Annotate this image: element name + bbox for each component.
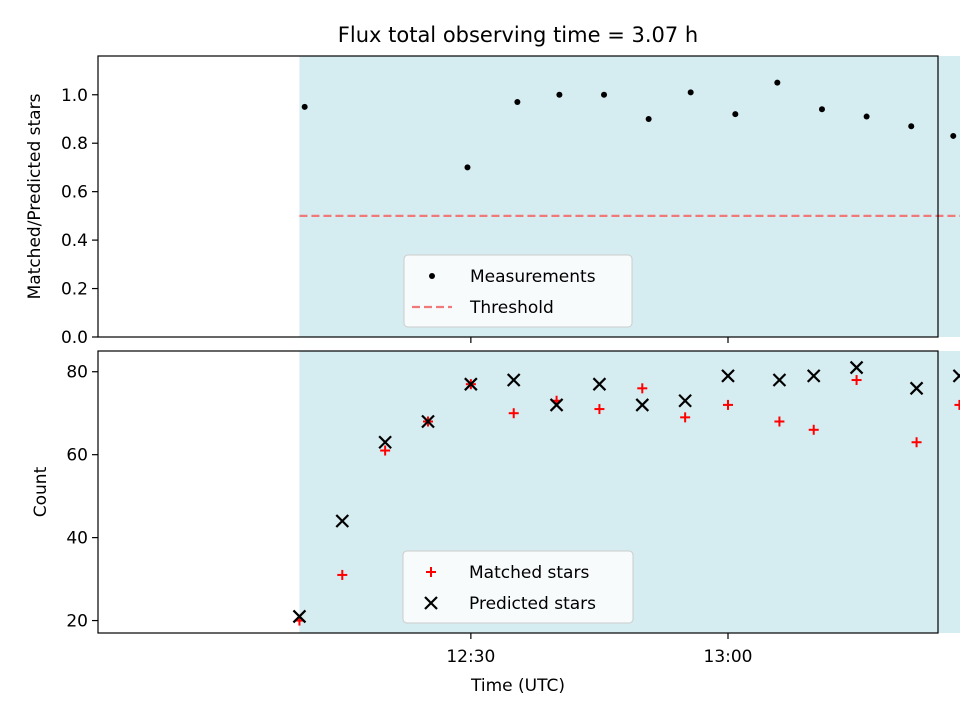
data-point bbox=[292, 609, 307, 624]
data-point bbox=[723, 399, 733, 410]
data-point bbox=[337, 569, 348, 580]
data-point-b bbox=[952, 373, 960, 383]
legend-label: Predicted stars bbox=[469, 594, 596, 614]
y-tick-label: 0.2 bbox=[61, 280, 88, 300]
data-point-b bbox=[721, 369, 735, 383]
data-point bbox=[863, 113, 870, 120]
data-point-b bbox=[378, 435, 392, 450]
legend-box bbox=[402, 550, 634, 624]
data-point bbox=[806, 369, 821, 383]
data-point bbox=[464, 377, 478, 391]
y-tick-label: 0.4 bbox=[61, 231, 88, 251]
data-point bbox=[549, 398, 564, 412]
data-point-b bbox=[909, 381, 924, 396]
data-point bbox=[464, 164, 471, 171]
data-point-b bbox=[635, 398, 650, 412]
data-point-b bbox=[849, 360, 864, 375]
panel-count-panel bbox=[92, 350, 960, 639]
data-point-b bbox=[421, 414, 435, 429]
x-axis-label: Time (UTC) bbox=[470, 676, 565, 696]
data-point bbox=[849, 360, 864, 375]
series-measurements bbox=[301, 79, 957, 171]
data-point bbox=[335, 514, 350, 528]
data-point bbox=[774, 416, 785, 427]
data-point bbox=[687, 89, 694, 96]
data-point bbox=[380, 445, 391, 456]
y-tick-label: 80 bbox=[66, 363, 88, 383]
data-point bbox=[818, 106, 825, 113]
data-point bbox=[508, 408, 519, 419]
data-point bbox=[514, 99, 521, 106]
data-point bbox=[506, 373, 521, 387]
data-point-b bbox=[806, 369, 821, 383]
y-tick-label: 1.0 bbox=[61, 86, 88, 106]
data-point-b bbox=[292, 609, 307, 624]
x-tick-label: 13:00 bbox=[704, 647, 753, 667]
y-tick-label: 40 bbox=[66, 529, 88, 549]
data-point bbox=[954, 399, 960, 410]
data-point bbox=[732, 111, 739, 118]
data-point bbox=[645, 115, 652, 122]
x-tick-label: 12:30 bbox=[446, 647, 495, 667]
data-point bbox=[637, 383, 648, 394]
data-point-b bbox=[506, 373, 521, 387]
data-point bbox=[556, 91, 563, 98]
y-tick-label: 0.8 bbox=[61, 134, 88, 154]
series-predicted-stars bbox=[292, 360, 960, 624]
data-point bbox=[952, 369, 960, 383]
data-point bbox=[635, 398, 650, 412]
data-point bbox=[774, 79, 781, 86]
data-point bbox=[421, 414, 435, 429]
data-point bbox=[950, 132, 957, 139]
data-point bbox=[601, 91, 608, 98]
y-axis-label: Count bbox=[31, 466, 51, 517]
y-tick-label: 20 bbox=[66, 612, 88, 632]
data-point bbox=[808, 424, 819, 435]
data-point-b bbox=[464, 377, 478, 391]
legend-box bbox=[403, 254, 633, 328]
data-point-b bbox=[678, 393, 692, 408]
data-point bbox=[678, 393, 692, 408]
legend-label: Measurements bbox=[470, 267, 596, 287]
data-point-b bbox=[335, 514, 350, 528]
y-tick-label: 0.6 bbox=[61, 183, 88, 203]
y-axis-label: Matched/Predicted stars bbox=[25, 93, 45, 299]
data-point-b bbox=[772, 373, 787, 387]
legend bbox=[402, 550, 634, 624]
data-point bbox=[909, 381, 924, 396]
data-point bbox=[911, 437, 922, 448]
data-point bbox=[592, 377, 607, 391]
legend-marker-x-b bbox=[424, 596, 438, 610]
data-point-b bbox=[549, 398, 564, 412]
data-point bbox=[851, 375, 862, 386]
data-point bbox=[908, 123, 915, 130]
panel-ratio-panel bbox=[92, 55, 960, 343]
panel-frame bbox=[97, 350, 939, 634]
legend-label: Matched stars bbox=[469, 563, 589, 583]
data-point bbox=[721, 369, 735, 383]
legend-marker-dot bbox=[429, 273, 435, 279]
data-point-b bbox=[592, 377, 607, 391]
legend bbox=[403, 254, 633, 328]
y-tick-label: 0.0 bbox=[61, 328, 88, 348]
data-point bbox=[301, 103, 308, 110]
y-tick-label: 60 bbox=[66, 446, 88, 466]
data-point bbox=[680, 412, 691, 423]
data-point bbox=[594, 404, 605, 415]
legend-label: Threshold bbox=[469, 298, 554, 318]
data-point bbox=[378, 435, 392, 450]
chart-title: Flux total observing time = 3.07 h bbox=[338, 23, 698, 47]
chart-layer: 0.0 0.2 0.4 0.6 0.8 1.0 Matched/Predicted star… bbox=[25, 55, 960, 696]
data-point bbox=[772, 373, 787, 387]
panel-frame bbox=[97, 55, 939, 338]
